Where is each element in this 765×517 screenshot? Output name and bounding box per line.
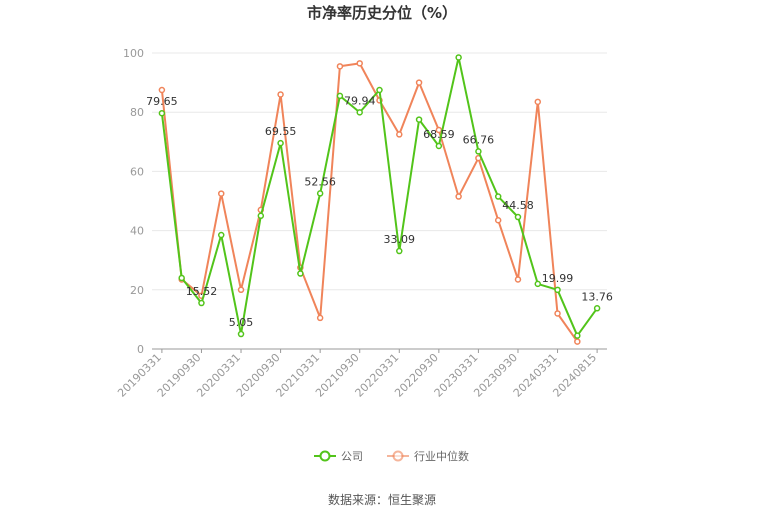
data-point xyxy=(593,305,601,312)
legend-marker-icon xyxy=(392,450,404,462)
data-point xyxy=(574,338,581,345)
data-label: 79.94 xyxy=(344,94,376,107)
data-label: 69.55 xyxy=(265,125,297,138)
data-point xyxy=(336,92,344,100)
data-label: 5.05 xyxy=(229,316,254,329)
data-point xyxy=(376,86,383,94)
data-label: 33.09 xyxy=(384,233,416,246)
series-line-行业中位数 xyxy=(160,62,579,343)
data-point xyxy=(356,60,363,67)
data-label: 52.56 xyxy=(304,175,336,188)
y-axis: 0 20 40 60 80 100 xyxy=(123,47,144,356)
data-point xyxy=(534,280,542,288)
data-point xyxy=(198,299,205,307)
data-point xyxy=(455,54,462,61)
data-point xyxy=(554,286,561,294)
legend-item: 公司 xyxy=(314,450,363,463)
data-point xyxy=(435,126,443,134)
data-point xyxy=(514,276,522,283)
data-label: 66.76 xyxy=(463,133,495,146)
data-point xyxy=(336,63,344,70)
data-label: 13.76 xyxy=(581,290,613,303)
data-point xyxy=(217,231,225,239)
y-tick-label: 100 xyxy=(123,47,144,60)
data-point xyxy=(396,247,403,255)
data-point xyxy=(435,142,443,150)
data-point xyxy=(316,190,324,197)
data-point xyxy=(514,213,522,221)
data-point xyxy=(415,116,423,123)
data-label: 19.99 xyxy=(542,272,574,285)
data-label: 15.52 xyxy=(186,285,218,298)
y-tick-label: 40 xyxy=(130,225,144,238)
data-point xyxy=(158,86,166,94)
data-point xyxy=(415,79,423,86)
data-point xyxy=(475,148,482,155)
data-point xyxy=(316,314,324,322)
data-point xyxy=(237,286,245,294)
y-tick-label: 20 xyxy=(130,284,144,297)
legend-marker-icon xyxy=(319,450,331,462)
y-tick-label: 0 xyxy=(137,343,144,356)
data-point xyxy=(297,270,304,277)
data-point xyxy=(178,274,185,282)
data-labels: 79.65 15.52 5.05 69.55 52.56 79.94 33.09 68.59 6… xyxy=(146,94,613,329)
data-point xyxy=(158,109,166,117)
data-point xyxy=(257,212,265,220)
legend-label: 行业中位数 xyxy=(414,449,469,463)
data-point xyxy=(277,91,284,98)
chart-title: 市净率历史分位（%） xyxy=(307,4,457,22)
data-point xyxy=(554,310,561,317)
y-tick-label: 80 xyxy=(130,106,144,119)
legend-label: 公司 xyxy=(341,450,363,463)
series-layer xyxy=(158,54,601,345)
data-point xyxy=(277,139,284,147)
data-point xyxy=(494,216,502,224)
data-point xyxy=(356,109,363,116)
data-label: 79.65 xyxy=(146,95,178,108)
data-point xyxy=(217,190,225,197)
data-label: 44.58 xyxy=(502,199,534,212)
data-point xyxy=(396,131,403,138)
data-point xyxy=(534,98,542,106)
data-point xyxy=(494,193,502,200)
data-point xyxy=(574,332,581,339)
legend: 公司 行业中位数 xyxy=(314,449,469,463)
data-point xyxy=(237,330,245,338)
data-point xyxy=(455,193,462,200)
x-axis: 2019033120190930202003312020093020210331… xyxy=(115,348,607,400)
data-source-note: 数据来源：恒生聚源 xyxy=(328,492,436,507)
legend-item: 行业中位数 xyxy=(387,449,469,463)
y-tick-label: 60 xyxy=(130,165,144,178)
data-label: 68.59 xyxy=(423,128,455,141)
